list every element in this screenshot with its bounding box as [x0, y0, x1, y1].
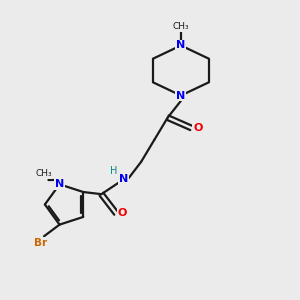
Text: N: N	[176, 40, 185, 50]
Text: H: H	[110, 166, 118, 176]
Text: CH₃: CH₃	[172, 22, 189, 31]
Text: N: N	[176, 91, 185, 100]
Text: Br: Br	[34, 238, 48, 248]
Text: N: N	[55, 179, 64, 189]
Text: O: O	[118, 208, 127, 218]
Text: N: N	[119, 174, 128, 184]
Text: CH₃: CH₃	[36, 169, 52, 178]
Text: O: O	[193, 123, 202, 133]
